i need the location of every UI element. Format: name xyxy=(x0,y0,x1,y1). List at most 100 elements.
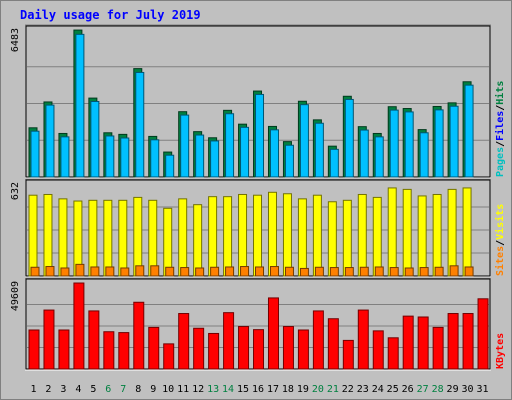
x-tick-label: 27 xyxy=(417,384,429,395)
bar-sites xyxy=(180,267,190,277)
x-tick-label: 4 xyxy=(75,384,81,395)
bar-sites xyxy=(269,266,279,277)
bar-kbytes xyxy=(238,326,250,370)
bar-files xyxy=(404,111,414,178)
bar-kbytes xyxy=(432,326,444,370)
bar-files xyxy=(45,104,55,178)
x-tick-label: 11 xyxy=(177,384,189,395)
bar-visits xyxy=(148,199,158,277)
bar-kbytes xyxy=(223,312,235,370)
bar-kbytes xyxy=(267,297,279,370)
x-tick-label: 19 xyxy=(297,384,309,395)
bar-kbytes xyxy=(133,301,145,370)
bar-sites xyxy=(195,267,205,277)
bar-kbytes xyxy=(342,339,354,370)
bar-sites xyxy=(374,266,384,277)
bar-files xyxy=(165,154,175,178)
bar-files xyxy=(240,126,250,178)
bar-visits xyxy=(193,204,203,277)
x-tick-label: 17 xyxy=(267,384,279,395)
bar-kbytes xyxy=(357,309,369,370)
bar-kbytes xyxy=(28,329,40,370)
x-tick-label: 6 xyxy=(105,384,111,395)
bar-files xyxy=(255,93,265,178)
bar-visits xyxy=(372,196,382,277)
bar-visits xyxy=(387,187,397,277)
bar-files xyxy=(135,71,145,178)
bar-sites xyxy=(60,267,70,277)
bar-files xyxy=(434,109,444,178)
bar-sites xyxy=(434,266,444,277)
side-legend-item: Visits xyxy=(494,204,506,240)
bar-sites xyxy=(30,266,40,277)
bar-kbytes xyxy=(148,326,160,370)
bar-files xyxy=(105,135,115,178)
x-tick-label: 22 xyxy=(342,384,354,395)
bar-visits xyxy=(312,194,322,277)
y-max-label: 632 xyxy=(10,182,21,200)
x-tick-label: 29 xyxy=(447,384,459,395)
x-tick-label: 23 xyxy=(357,384,369,395)
bar-files xyxy=(30,130,40,178)
bar-sites xyxy=(135,265,145,277)
bar-files xyxy=(269,129,279,178)
bar-sites xyxy=(404,267,414,277)
bar-files xyxy=(374,136,384,178)
side-legend-item: / xyxy=(495,105,506,111)
bar-kbytes xyxy=(477,298,489,370)
x-tick-label: 25 xyxy=(387,384,399,395)
bar-sites xyxy=(329,267,339,277)
bar-files xyxy=(75,33,85,178)
bar-kbytes xyxy=(417,316,429,370)
x-tick-label: 9 xyxy=(150,384,156,395)
side-legend-item: / xyxy=(495,240,506,246)
bar-kbytes xyxy=(372,330,384,370)
x-tick-label: 21 xyxy=(327,384,339,395)
bar-kbytes xyxy=(327,318,339,370)
x-tick-label: 5 xyxy=(90,384,96,395)
side-legend-item: Sites xyxy=(494,246,506,276)
x-tick-label: 12 xyxy=(192,384,204,395)
bar-visits xyxy=(208,196,218,277)
bar-visits xyxy=(462,187,472,277)
bar-sites xyxy=(314,266,324,277)
x-tick-label: 2 xyxy=(45,384,51,395)
bar-sites xyxy=(299,267,309,277)
bar-files xyxy=(449,105,459,178)
x-tick-label: 16 xyxy=(252,384,264,395)
bar-sites xyxy=(120,267,130,277)
bar-kbytes xyxy=(88,310,100,370)
bar-sites xyxy=(210,266,220,277)
bar-files xyxy=(60,136,70,178)
x-tick-label: 28 xyxy=(432,384,444,395)
bar-sites xyxy=(449,265,459,277)
bar-files xyxy=(284,144,294,178)
bar-sites xyxy=(464,266,474,277)
bar-kbytes xyxy=(402,315,414,370)
bar-visits xyxy=(88,199,98,277)
bar-kbytes xyxy=(43,309,55,370)
bar-kbytes xyxy=(193,327,205,370)
bar-kbytes xyxy=(73,282,85,370)
bar-kbytes xyxy=(58,329,70,370)
x-tick-label: 14 xyxy=(222,384,234,395)
bar-kbytes xyxy=(297,329,309,370)
bar-files xyxy=(225,113,235,178)
bar-visits xyxy=(432,193,442,277)
bar-visits xyxy=(282,193,292,277)
bar-visits xyxy=(223,196,233,277)
bar-sites xyxy=(284,266,294,277)
bar-sites xyxy=(45,266,55,277)
bar-sites xyxy=(90,266,100,277)
side-legend-item: Files xyxy=(494,111,506,141)
bar-files xyxy=(150,139,160,178)
bar-kbytes xyxy=(312,310,324,370)
bar-files xyxy=(210,140,220,178)
bar-sites xyxy=(150,265,160,277)
bar-visits xyxy=(58,198,68,277)
x-tick-label: 1 xyxy=(30,384,36,395)
x-tick-label: 31 xyxy=(476,384,488,395)
bar-visits xyxy=(28,194,38,277)
bar-files xyxy=(419,132,429,178)
